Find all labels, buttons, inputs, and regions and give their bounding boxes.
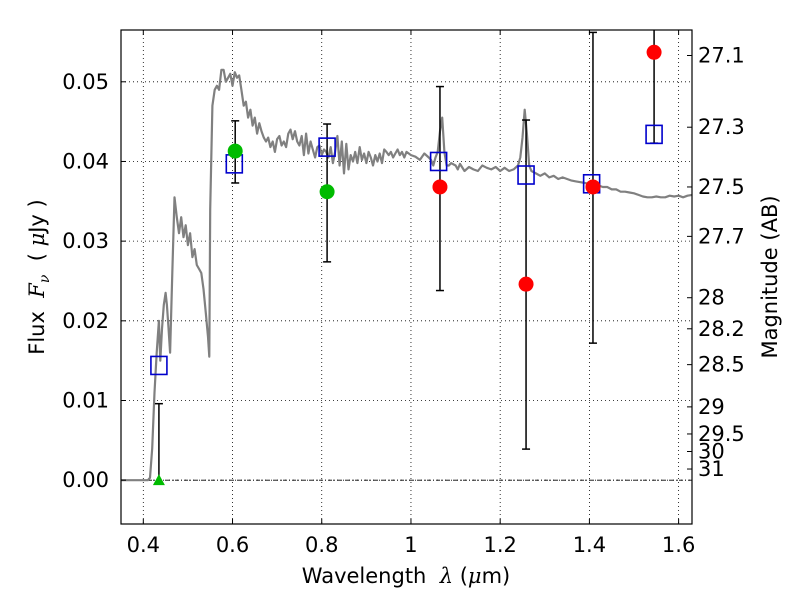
magnitude-tick-label: 27.3 <box>698 115 745 139</box>
magnitude-tick-label: 27.7 <box>698 224 745 248</box>
photometry-point <box>432 179 448 195</box>
y-tick-label: 0.00 <box>62 468 109 492</box>
model-spectrum-line <box>121 68 693 482</box>
magnitude-tick-label: 29.5 <box>698 422 745 446</box>
x-tick-labels: 0.4 0.6 0.8 1 1.2 1.4 1.6 <box>127 533 696 557</box>
y-tick-labels: 0.00 0.01 0.02 0.03 0.04 0.05 <box>62 70 109 492</box>
x-tick-label: 1.4 <box>573 533 606 557</box>
x-axis-title: Wavelength λ (μm) <box>302 564 510 588</box>
y-tick-label: 0.04 <box>62 149 109 173</box>
magnitude-tick-label: 30 <box>698 439 725 463</box>
upper-limit-layer <box>152 474 165 486</box>
x-tick-label: 1.6 <box>662 533 695 557</box>
magnitude-tick-label: 28.2 <box>698 317 745 341</box>
y-tick-label: 0.01 <box>62 389 109 413</box>
plot-area-background <box>121 30 692 524</box>
model-photometry-square <box>517 165 535 185</box>
photometry-point <box>518 276 534 292</box>
magnitude-tick-label: 27.1 <box>698 43 745 67</box>
photometry-point <box>227 143 243 159</box>
magnitude-tick-label: 27.5 <box>698 175 745 199</box>
y-tick-label: 0.03 <box>62 229 109 253</box>
model-photometry-square <box>318 137 336 157</box>
y2-axis-title: Magnitude (AB) <box>758 195 782 358</box>
x-tick-label: 0.6 <box>216 533 249 557</box>
model-spectrum-layer <box>121 68 693 482</box>
photometry-point <box>646 44 662 60</box>
y-axis-title: Flux Fν ( μJy ) <box>25 199 53 354</box>
magnitude-tick-label: 29 <box>698 395 725 419</box>
model-photometry-square <box>429 151 448 172</box>
y-tick-label: 0.05 <box>62 70 109 94</box>
magnitude-tick-label: 28 <box>698 286 725 310</box>
y-tick-label: 0.02 <box>62 309 109 333</box>
upper-limit-triangle <box>152 474 165 486</box>
x-tick-label: 0.8 <box>305 533 338 557</box>
x-tick-label: 0.4 <box>127 533 160 557</box>
magnitude-tick-label: 28.5 <box>698 353 745 377</box>
model-photometry-square <box>645 124 663 145</box>
photometry-point <box>585 179 601 195</box>
plot-frame <box>120 29 693 525</box>
x-tick-label: 1.2 <box>483 533 516 557</box>
x-tick-label: 1 <box>404 533 417 557</box>
model-photometry-layer <box>150 124 663 376</box>
magnitude-tick-label: 31 <box>698 457 725 481</box>
photometry-point <box>319 184 335 200</box>
model-photometry-square <box>150 355 168 376</box>
axis-tick-marks <box>121 30 692 524</box>
measured-photometry-layer <box>227 44 662 292</box>
